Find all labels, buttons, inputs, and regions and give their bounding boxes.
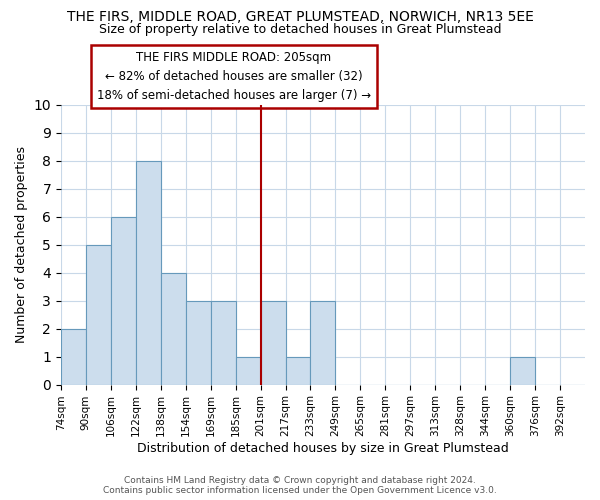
Bar	[111, 216, 136, 384]
Text: THE FIRS MIDDLE ROAD: 205sqm
← 82% of detached houses are smaller (32)
18% of se: THE FIRS MIDDLE ROAD: 205sqm ← 82% of de…	[97, 51, 371, 102]
Y-axis label: Number of detached properties: Number of detached properties	[15, 146, 28, 343]
Bar	[510, 356, 535, 384]
Text: Size of property relative to detached houses in Great Plumstead: Size of property relative to detached ho…	[99, 22, 501, 36]
Bar	[236, 356, 260, 384]
Bar	[161, 272, 185, 384]
Text: Contains HM Land Registry data © Crown copyright and database right 2024.
Contai: Contains HM Land Registry data © Crown c…	[103, 476, 497, 495]
Bar	[136, 161, 161, 384]
Text: THE FIRS, MIDDLE ROAD, GREAT PLUMSTEAD, NORWICH, NR13 5EE: THE FIRS, MIDDLE ROAD, GREAT PLUMSTEAD, …	[67, 10, 533, 24]
Bar	[211, 300, 236, 384]
Bar	[310, 300, 335, 384]
Bar	[185, 300, 211, 384]
Bar	[61, 328, 86, 384]
Bar	[86, 244, 111, 384]
Bar	[260, 300, 286, 384]
Bar	[286, 356, 310, 384]
X-axis label: Distribution of detached houses by size in Great Plumstead: Distribution of detached houses by size …	[137, 442, 509, 455]
